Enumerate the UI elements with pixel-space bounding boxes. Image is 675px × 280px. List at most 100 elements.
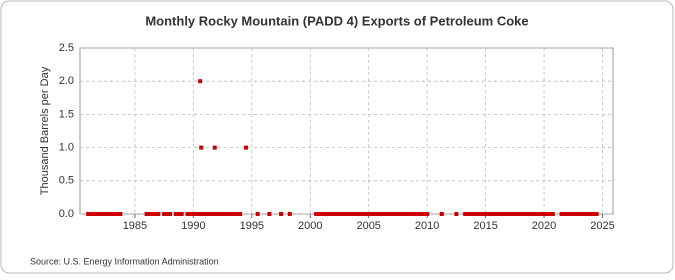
point xyxy=(390,212,395,216)
point xyxy=(495,212,500,216)
point xyxy=(235,212,240,216)
point xyxy=(536,212,541,216)
y-tick-label: 1.0 xyxy=(59,142,74,154)
y-tick-label: 0.5 xyxy=(59,175,74,187)
point xyxy=(217,212,222,216)
y-tick-label: 2.0 xyxy=(59,75,74,87)
point xyxy=(205,212,210,216)
point xyxy=(198,79,203,84)
point xyxy=(317,212,322,216)
point xyxy=(474,212,479,216)
point xyxy=(574,212,579,216)
point xyxy=(381,212,386,216)
point xyxy=(401,212,406,216)
point xyxy=(346,212,351,216)
point xyxy=(243,145,248,150)
point xyxy=(191,212,196,216)
point xyxy=(267,212,272,216)
point xyxy=(530,212,535,216)
point xyxy=(287,212,292,216)
y-tick-label: 0.0 xyxy=(59,208,74,220)
point xyxy=(200,212,205,216)
point xyxy=(118,212,123,216)
point xyxy=(325,212,330,216)
point xyxy=(232,212,237,216)
point xyxy=(188,212,193,216)
point xyxy=(314,212,319,216)
point xyxy=(568,212,573,216)
point xyxy=(544,212,549,216)
point xyxy=(238,212,243,216)
point xyxy=(150,212,155,216)
point xyxy=(565,212,570,216)
point xyxy=(106,212,111,216)
point xyxy=(220,212,225,216)
x-tick-label: 2025 xyxy=(590,220,614,232)
point xyxy=(486,212,491,216)
point xyxy=(463,212,468,216)
point xyxy=(585,212,590,216)
x-tick-label: 1990 xyxy=(181,220,205,232)
point xyxy=(492,212,497,216)
point xyxy=(173,212,178,216)
point xyxy=(214,212,219,216)
x-tick-label: 2015 xyxy=(473,220,497,232)
point xyxy=(185,212,190,216)
point xyxy=(103,212,108,216)
point xyxy=(524,212,529,216)
point xyxy=(542,212,547,216)
point xyxy=(156,212,161,216)
point xyxy=(378,212,383,216)
point xyxy=(355,212,360,216)
point xyxy=(410,212,415,216)
point xyxy=(504,212,509,216)
point xyxy=(203,212,208,216)
point xyxy=(501,212,506,216)
point xyxy=(360,212,365,216)
point xyxy=(208,212,213,216)
point xyxy=(168,212,173,216)
point xyxy=(580,212,585,216)
point xyxy=(92,212,97,216)
point xyxy=(506,212,511,216)
point xyxy=(468,212,473,216)
x-tick-label: 2005 xyxy=(356,220,380,232)
point xyxy=(229,212,234,216)
point xyxy=(404,212,409,216)
point xyxy=(147,212,152,216)
point xyxy=(407,212,412,216)
point xyxy=(369,212,374,216)
point xyxy=(340,212,345,216)
point xyxy=(165,212,170,216)
point xyxy=(153,212,158,216)
point xyxy=(352,212,357,216)
point xyxy=(547,212,552,216)
point xyxy=(483,212,488,216)
point xyxy=(512,212,517,216)
point xyxy=(197,212,202,216)
point xyxy=(212,145,217,150)
point xyxy=(112,212,117,216)
point xyxy=(115,212,120,216)
point xyxy=(539,212,544,216)
point xyxy=(480,212,485,216)
point xyxy=(211,212,216,216)
point xyxy=(454,212,459,216)
point xyxy=(498,212,503,216)
point xyxy=(199,145,204,150)
point xyxy=(109,212,114,216)
point xyxy=(372,212,377,216)
point xyxy=(591,212,596,216)
point xyxy=(395,212,400,216)
point xyxy=(162,212,167,216)
point xyxy=(562,212,567,216)
point xyxy=(422,212,427,216)
point xyxy=(279,212,284,216)
point xyxy=(387,212,392,216)
point xyxy=(97,212,102,216)
point xyxy=(413,212,418,216)
point xyxy=(533,212,538,216)
point xyxy=(179,212,184,216)
point xyxy=(89,212,94,216)
